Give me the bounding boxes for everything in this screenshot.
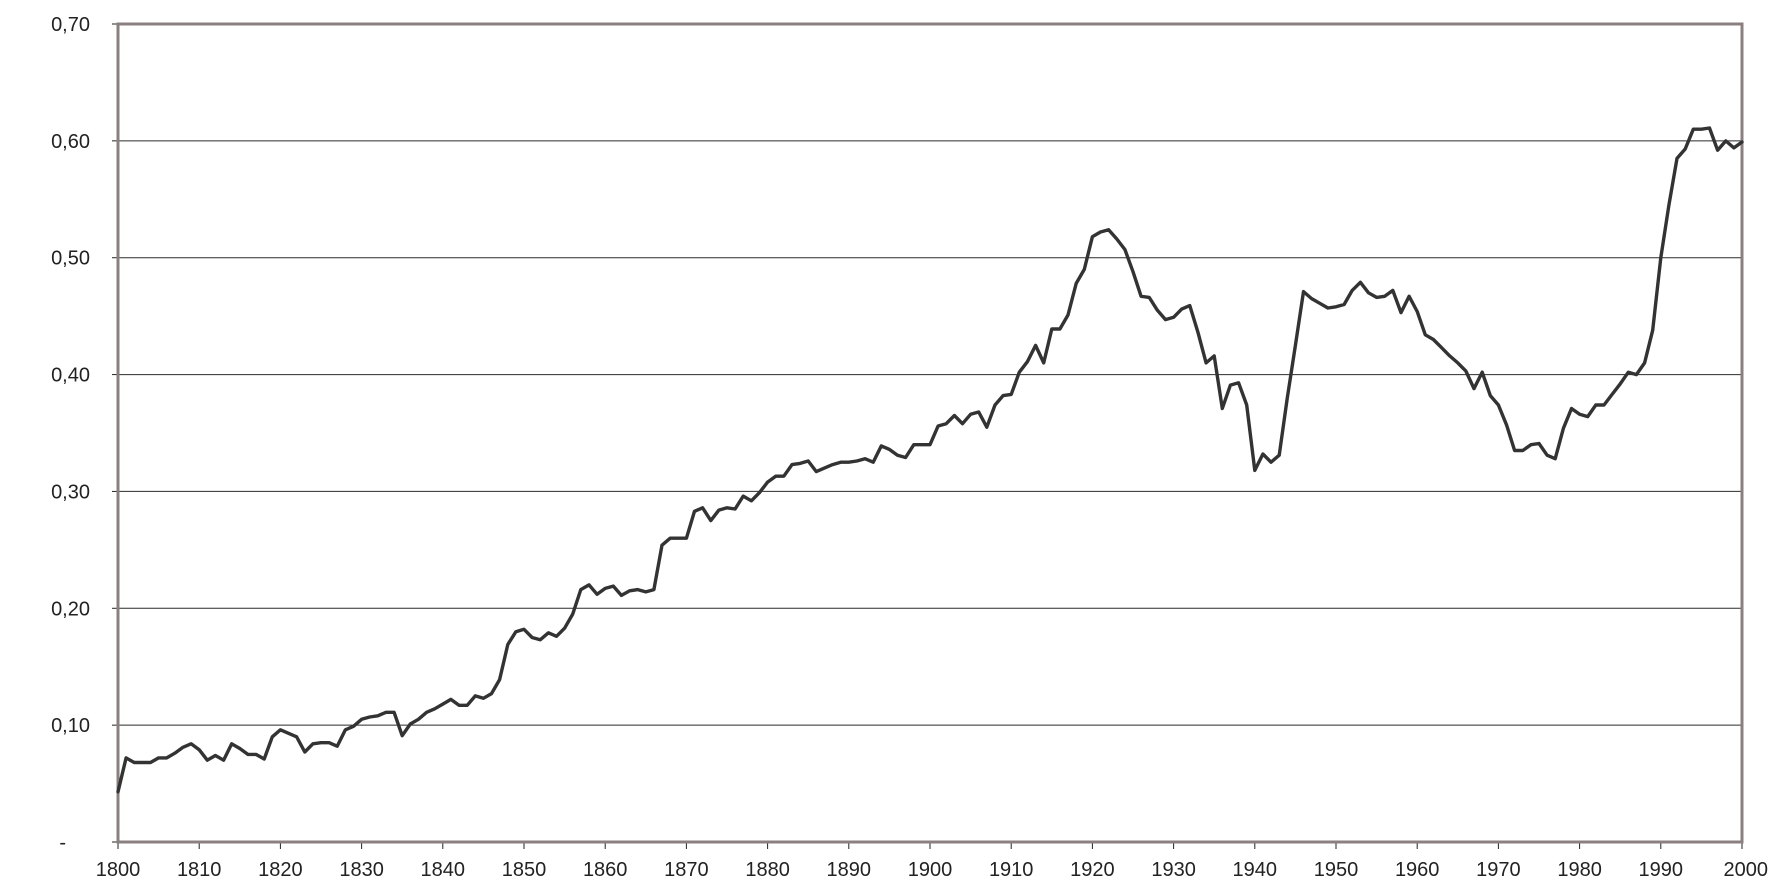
x-tick-label: 1890 (827, 859, 872, 880)
y-tick-label: 0,40 (51, 365, 90, 387)
y-tick-label: 0,70 (51, 14, 90, 36)
y-tick-label: 0,50 (51, 248, 90, 270)
series-layer (116, 126, 1744, 794)
x-tick-label: 1870 (664, 859, 709, 880)
x-tick-label: 1990 (1639, 859, 1684, 880)
x-tick-label: 1980 (1557, 859, 1602, 880)
x-tick-label: 1860 (583, 859, 628, 880)
x-tick-label: 1940 (1233, 859, 1278, 880)
plot-area-frame (116, 22, 1744, 844)
x-tick-label: 2000 (1724, 859, 1769, 880)
x-tick-label: 1900 (908, 859, 953, 880)
x-tick-label: 1960 (1395, 859, 1440, 880)
y-axis-labels: - 0,10 0,20 0,30 0,40 0,50 0,60 0,70 (51, 14, 90, 854)
y-tick-label: 0,20 (51, 598, 90, 620)
x-tick-label: 1950 (1314, 859, 1359, 880)
x-tick-label: 1970 (1476, 859, 1521, 880)
gridlines (112, 23, 1743, 849)
x-tick-label: 1880 (745, 859, 790, 880)
x-tick-label: 1920 (1070, 859, 1115, 880)
x-tick-label: 1930 (1151, 859, 1196, 880)
y-tick-label: 0,10 (51, 715, 90, 737)
series-line-0 (116, 126, 1744, 794)
x-tick-label: 1910 (989, 859, 1034, 880)
x-tick-label: 1840 (421, 859, 466, 880)
y-tick-label: - (59, 832, 66, 854)
x-tick-label: 1800 (96, 859, 141, 880)
y-tick-label: 0,30 (51, 481, 90, 503)
x-tick-label: 1820 (258, 859, 303, 880)
x-axis-labels: 1800 1810 1820 1830 1840 1850 1860 1870 1880 1890… (96, 859, 1768, 880)
x-tick-label: 1810 (177, 859, 222, 880)
y-tick-label: 0,60 (51, 131, 90, 153)
x-tick-label: 1850 (502, 859, 547, 880)
x-tick-label: 1830 (339, 859, 384, 880)
